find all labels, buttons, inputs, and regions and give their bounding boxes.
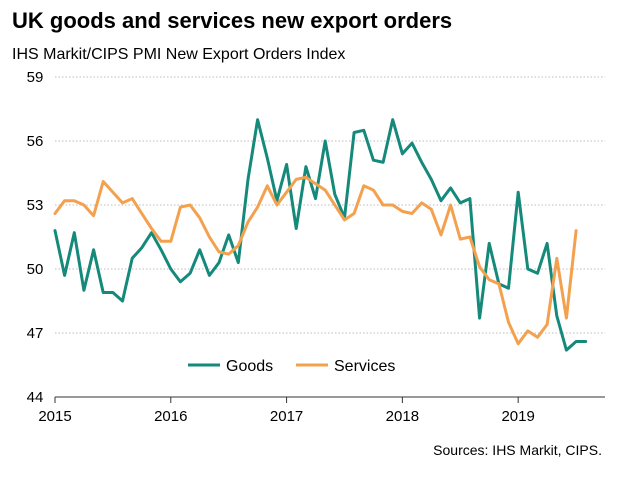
y-tick-label: 59 — [27, 69, 44, 86]
legend-label-goods: Goods — [226, 358, 273, 375]
chart-title: UK goods and services new export orders — [12, 8, 453, 33]
y-tick-label: 56 — [27, 133, 44, 150]
x-tick-label: 2017 — [270, 408, 303, 425]
x-tick-label: 2016 — [154, 408, 187, 425]
series-line-services — [53, 175, 578, 346]
series-lines — [53, 118, 588, 352]
legend: Goods Services — [188, 358, 395, 375]
grid-lines — [55, 76, 605, 334]
y-tick-label: 44 — [27, 389, 44, 406]
legend-label-services: Services — [334, 358, 395, 375]
y-tick-label: 47 — [27, 325, 44, 342]
x-tick-label: 2015 — [38, 408, 71, 425]
chart-subtitle: IHS Markit/CIPS PMI New Export Orders In… — [12, 46, 346, 63]
x-axis: 2015 2016 2017 2018 2019 — [38, 396, 605, 425]
y-tick-label: 53 — [27, 197, 44, 214]
y-axis-ticks: 44 47 50 53 56 59 — [27, 69, 44, 406]
source-note: Sources: IHS Markit, CIPS. — [433, 442, 602, 458]
series-line-goods — [53, 118, 588, 352]
x-tick-label: 2019 — [501, 408, 534, 425]
y-tick-label: 50 — [27, 261, 44, 278]
x-tick-label: 2018 — [386, 408, 419, 425]
